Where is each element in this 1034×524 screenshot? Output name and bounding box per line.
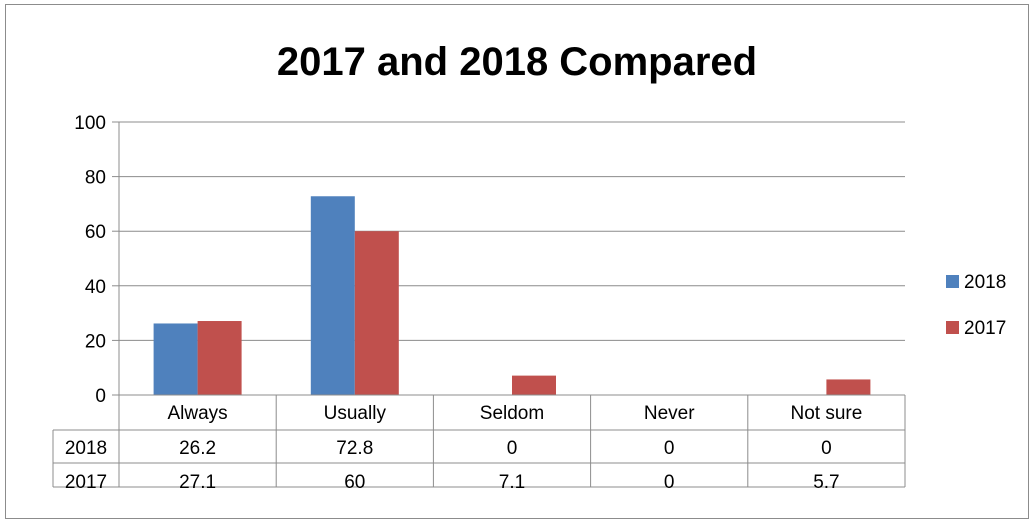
y-tick-label: 40 (85, 277, 106, 298)
y-tick-label: 20 (85, 331, 106, 352)
table-cell: 0 (821, 438, 832, 459)
table-cell: 27.1 (179, 472, 216, 493)
chart-frame (5, 4, 1029, 519)
table-row-label: 2017 (65, 472, 107, 493)
y-tick-label: 60 (85, 222, 106, 243)
table-cell: 0 (664, 438, 675, 459)
y-tick-label: 0 (95, 386, 106, 407)
bar-2018-usually (310, 196, 355, 395)
y-axis: 0 20 40 60 80 100 (74, 113, 120, 487)
bar-2017-seldom (512, 375, 556, 395)
bar-2017-not-sure (826, 379, 871, 395)
bar-2017-always (197, 321, 242, 395)
legend-label-2017: 2017 (964, 318, 1006, 339)
table-cell: 7.1 (499, 472, 525, 493)
x-category-label: Always (168, 403, 228, 424)
y-tick-label: 80 (85, 168, 106, 189)
legend-swatch-2017 (946, 321, 959, 334)
chart-title: 2017 and 2018 Compared (276, 40, 758, 84)
x-category-label: Not sure (790, 403, 862, 424)
legend-label-2018: 2018 (964, 272, 1006, 293)
table-cell: 26.2 (179, 438, 216, 459)
bars (153, 196, 871, 395)
table-row-label: 2018 (65, 438, 107, 459)
y-tick-label: 100 (74, 113, 106, 134)
table-cell: 0 (664, 472, 675, 493)
legend: 2018 2017 (946, 272, 1006, 339)
data-table: Always Usually Seldom Never Not sure 2018 26.2… (52, 394, 906, 493)
table-cell: 5.7 (813, 472, 839, 493)
x-category-label: Seldom (480, 403, 544, 424)
table-cell: 60 (344, 472, 365, 493)
x-category-label: Never (644, 403, 695, 424)
table-cell: 72.8 (336, 438, 373, 459)
bar-2018-always (153, 323, 198, 395)
legend-swatch-2018 (946, 275, 959, 288)
x-category-label: Usually (324, 403, 387, 424)
table-cell: 0 (507, 438, 518, 459)
bar-2017-usually (354, 231, 399, 395)
gridlines (119, 121, 905, 341)
